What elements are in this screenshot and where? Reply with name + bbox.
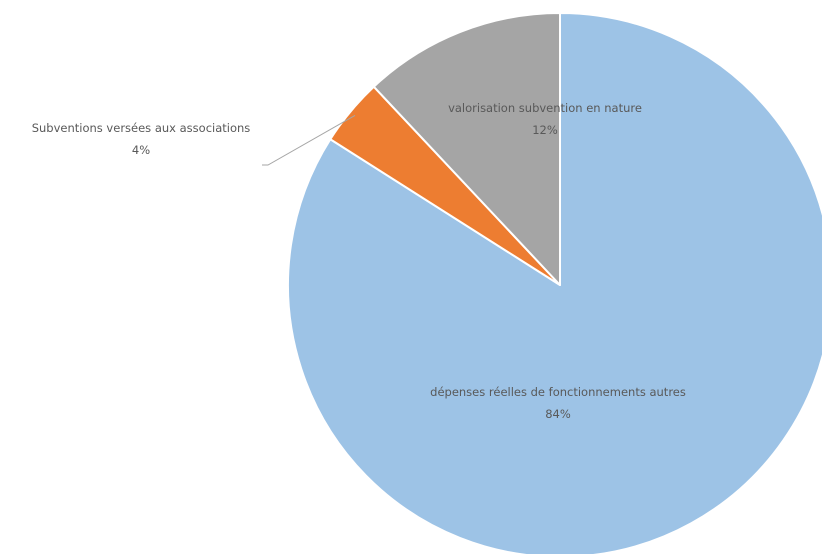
pie-slices [287, 12, 822, 554]
slice-label-valorisation: valorisation subvention en nature [448, 101, 642, 115]
slice-value-valorisation: 12% [532, 123, 558, 137]
leader-line-subventions [262, 114, 356, 166]
slice-value-subventions: 4% [132, 143, 150, 157]
slice-label-group-depenses: dépenses réelles de fonctionnements autr… [430, 385, 686, 421]
pie-slice-valorisation [372, 12, 561, 286]
leader-lines [262, 114, 356, 166]
slice-label-group-valorisation: valorisation subvention en nature 12% [448, 101, 642, 137]
pie-slice-depenses [287, 12, 822, 554]
slice-label-group-subventions: Subventions versées aux associations 4% [32, 121, 251, 157]
slice-value-depenses: 84% [545, 407, 571, 421]
slice-label-subventions: Subventions versées aux associations [32, 121, 251, 135]
slice-label-depenses: dépenses réelles de fonctionnements autr… [430, 385, 686, 399]
